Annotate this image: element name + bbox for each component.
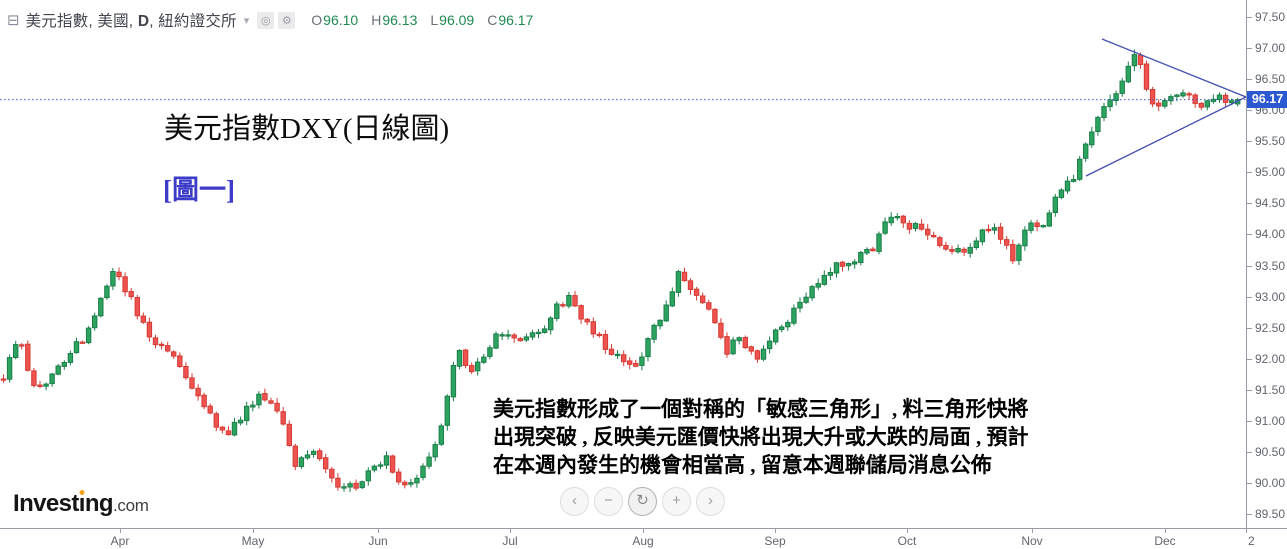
price-tick bbox=[1247, 514, 1252, 515]
time-axis-label: Dec bbox=[1154, 534, 1176, 548]
pan-left-button[interactable]: ‹ bbox=[560, 487, 589, 516]
chevron-down-icon[interactable]: ▾ bbox=[243, 14, 250, 27]
time-tick bbox=[510, 529, 511, 533]
candlestick-plot[interactable] bbox=[0, 0, 1246, 528]
price-tick bbox=[1247, 141, 1252, 142]
zoom-out-button[interactable]: − bbox=[594, 487, 623, 516]
gear-icon[interactable]: ⚙ bbox=[278, 11, 296, 29]
price-axis-label: 90.50 bbox=[1255, 445, 1286, 459]
price-axis-label: 92.50 bbox=[1255, 321, 1286, 335]
price-axis-label: 97.00 bbox=[1255, 41, 1286, 55]
time-axis-label: Apr bbox=[110, 534, 130, 548]
price-tick bbox=[1247, 421, 1252, 422]
zoom-in-button[interactable]: + bbox=[662, 487, 691, 516]
price-axis-label: 93.00 bbox=[1255, 290, 1286, 304]
low-value: 96.09 bbox=[439, 12, 475, 28]
ohlc-readout: O96.10 H96.13 L96.09 C96.17 bbox=[311, 12, 546, 28]
symbol-title[interactable]: 美元指數, 美國, D, 紐約證交所 bbox=[26, 9, 237, 31]
collapse-icon[interactable]: ⊟ bbox=[7, 12, 20, 29]
price-tick bbox=[1247, 297, 1252, 298]
time-axis-label: Oct bbox=[897, 534, 917, 548]
time-tick bbox=[1246, 529, 1247, 533]
price-axis-label: 96.50 bbox=[1255, 72, 1286, 86]
symbol-exchange: , 紐約證交所 bbox=[149, 13, 237, 30]
reset-view-button[interactable]: ↻ bbox=[628, 487, 657, 516]
annotation-line: 在本週內發生的機會相當高 , 留意本週聯儲局消息公佈 bbox=[493, 453, 992, 477]
last-price-badge: 96.17 bbox=[1247, 91, 1287, 108]
symbol-header: ⊟ 美元指數, 美國, D, 紐約證交所 ▾ ◎ ⚙ O96.10 H96.13 L… bbox=[7, 9, 546, 31]
time-axis-label: Jul bbox=[502, 534, 518, 548]
price-tick bbox=[1247, 390, 1252, 391]
time-axis-label: 2 bbox=[1248, 534, 1255, 548]
time-tick bbox=[775, 529, 776, 533]
open-value: 96.10 bbox=[323, 12, 359, 28]
time-axis-label: Sep bbox=[764, 534, 786, 548]
price-tick bbox=[1247, 79, 1252, 80]
time-axis-label: May bbox=[241, 534, 265, 548]
pan-right-button[interactable]: › bbox=[696, 487, 725, 516]
price-axis-label: 95.00 bbox=[1255, 165, 1286, 179]
time-tick bbox=[378, 529, 379, 533]
open-label: O bbox=[311, 12, 323, 28]
price-tick bbox=[1247, 266, 1252, 267]
price-tick bbox=[1247, 234, 1252, 235]
price-tick bbox=[1247, 48, 1252, 49]
price-axis[interactable]: 97.50 97.00 96.50 96.00 95.50 95.00 94.50 94.00… bbox=[1246, 0, 1287, 528]
low-label: L bbox=[430, 12, 439, 28]
logo-text: Investıng bbox=[13, 490, 114, 517]
candles bbox=[0, 49, 1241, 493]
symbol-name: 美元指數, 美國, bbox=[25, 13, 138, 30]
analysis-annotation: 美元指數形成了一個對稱的「敏感三角形」, 料三角形快將 出現突破 , 反映美元匯… bbox=[493, 395, 1078, 479]
time-tick bbox=[643, 529, 644, 533]
high-value: 96.13 bbox=[382, 12, 418, 28]
price-axis-label: 90.00 bbox=[1255, 476, 1286, 490]
triangle-lower-trendline[interactable] bbox=[1085, 96, 1246, 177]
price-tick bbox=[1247, 17, 1252, 18]
price-axis-label: 95.50 bbox=[1255, 134, 1286, 148]
price-tick bbox=[1247, 203, 1252, 204]
chart-title-annotation: 美元指數DXY(日線圖) bbox=[164, 113, 450, 145]
close-label: C bbox=[487, 12, 498, 28]
price-axis-label: 94.00 bbox=[1255, 227, 1286, 241]
time-tick bbox=[1165, 529, 1166, 533]
price-tick bbox=[1247, 328, 1252, 329]
high-label: H bbox=[371, 12, 382, 28]
time-tick bbox=[1032, 529, 1033, 533]
symbol-interval: D bbox=[137, 13, 150, 30]
price-axis-label: 91.00 bbox=[1255, 414, 1286, 428]
price-axis-label: 97.50 bbox=[1255, 10, 1286, 24]
figure-label: [圖一] bbox=[163, 175, 235, 205]
close-value: 96.17 bbox=[498, 12, 534, 28]
price-axis-label: 94.50 bbox=[1255, 196, 1286, 210]
annotation-line: 出現突破 , 反映美元匯價快將出現大升或大跌的局面 , 預計 bbox=[493, 425, 1029, 449]
time-axis[interactable]: Apr May Jun Jul Aug Sep Oct Nov Dec 2 bbox=[0, 528, 1287, 549]
price-tick bbox=[1247, 359, 1252, 360]
chart-nav-controls: ‹ − ↻ + › bbox=[560, 487, 725, 516]
annotation-line: 美元指數形成了一個對稱的「敏感三角形」, 料三角形快將 bbox=[493, 397, 1029, 421]
time-axis-label: Nov bbox=[1021, 534, 1043, 548]
time-tick bbox=[907, 529, 908, 533]
time-axis-label: Aug bbox=[632, 534, 654, 548]
time-axis-label: Jun bbox=[368, 534, 388, 548]
price-axis-label: 89.50 bbox=[1255, 507, 1286, 521]
triangle-upper-trendline[interactable] bbox=[1101, 38, 1246, 98]
price-axis-label: 93.50 bbox=[1255, 259, 1286, 273]
time-tick bbox=[120, 529, 121, 533]
price-axis-label: 92.00 bbox=[1255, 352, 1286, 366]
time-tick bbox=[253, 529, 254, 533]
price-axis-label: 91.50 bbox=[1255, 383, 1286, 397]
price-tick bbox=[1247, 483, 1252, 484]
logo-suffix: .com bbox=[112, 496, 149, 515]
logo-orange-dot-i: ı bbox=[78, 490, 86, 517]
price-tick bbox=[1247, 110, 1252, 111]
price-tick bbox=[1247, 172, 1252, 173]
price-tick bbox=[1247, 452, 1252, 453]
investing-logo: Investıng.com bbox=[13, 490, 149, 518]
snapshot-icon[interactable]: ◎ bbox=[257, 11, 275, 29]
